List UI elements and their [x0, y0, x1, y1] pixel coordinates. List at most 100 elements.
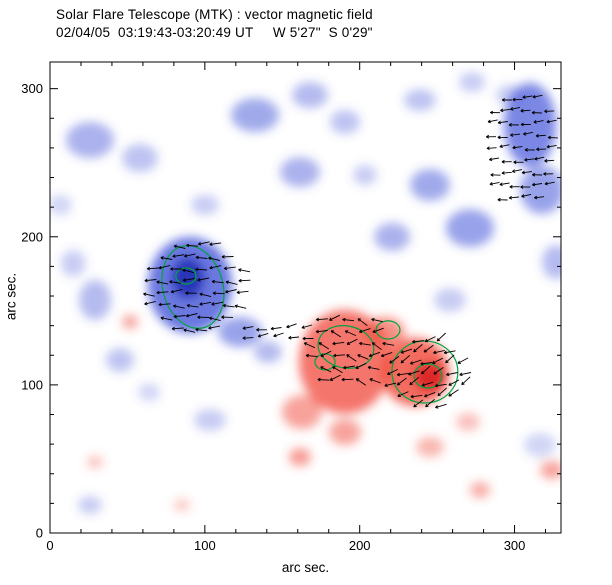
vector-arrow	[413, 344, 423, 353]
vector-arrow	[302, 336, 314, 341]
vector-arrow	[512, 169, 522, 173]
vector-arrow	[160, 256, 173, 260]
negative-polarity-blob	[279, 157, 320, 188]
vector-arrow	[521, 170, 532, 175]
vector-arrow	[343, 365, 355, 370]
vector-arrow	[544, 109, 555, 114]
vector-arrow	[305, 353, 318, 358]
vector-arrow	[423, 344, 434, 353]
vector-arrow	[270, 326, 282, 331]
vector-arrow	[355, 362, 367, 369]
vector-arrow	[389, 355, 400, 364]
vector-arrow	[433, 367, 444, 375]
vector-arrow	[197, 241, 210, 246]
vector-arrow	[359, 341, 371, 346]
vector-arrow	[182, 268, 195, 274]
negative-polarity-blob	[329, 109, 361, 134]
figure-subtitle: 02/04/05 03:19:43-03:20:49 UT W 5'27" S …	[56, 25, 373, 40]
y-tick-label: 300	[21, 81, 43, 96]
positive-polarity-blob	[173, 498, 190, 512]
vector-arrow	[486, 146, 497, 151]
negative-polarity-blob	[410, 168, 450, 201]
y-axis-label: arc sec.	[3, 272, 19, 321]
vector-arrow	[382, 341, 395, 346]
x-tick-label: 300	[504, 538, 526, 553]
vector-arrow	[211, 279, 224, 284]
vector-arrow	[332, 366, 343, 374]
vector-arrow	[489, 181, 500, 186]
negative-polarity-blob	[403, 89, 436, 112]
axes-layer	[49, 61, 562, 534]
x-tick-label: 0	[46, 538, 53, 553]
vector-arrow	[396, 377, 407, 386]
vector-arrow	[535, 134, 546, 138]
vector-arrow	[199, 301, 212, 306]
vector-arrow	[513, 160, 524, 165]
vector-arrow	[183, 328, 196, 333]
vector-arrow	[315, 317, 328, 322]
negative-polarity-blob	[504, 82, 557, 168]
vector-arrow	[547, 135, 558, 140]
vector-arrow	[448, 379, 460, 386]
vector-arrow	[257, 332, 269, 338]
negative-polarity-blob	[79, 280, 112, 321]
vector-arrow	[329, 314, 340, 321]
vector-arrow	[368, 351, 381, 358]
negative-polarity-blob	[445, 209, 494, 247]
figure-title: Solar Flare Telescope (MTK) : vector mag…	[56, 7, 373, 22]
vector-arrow	[420, 365, 431, 375]
vector-arrow	[445, 354, 455, 364]
positive-polarity-blob	[329, 418, 361, 446]
negative-polarity-blob	[78, 495, 102, 515]
vector-arrow	[421, 381, 434, 387]
negative-polarity-blob	[60, 250, 86, 277]
vector-arrow	[446, 372, 458, 377]
vector-arrow	[173, 314, 186, 319]
vector-arrow	[371, 342, 382, 351]
plot-area	[50, 71, 561, 515]
vector-arrow	[521, 193, 532, 198]
vector-arrow	[209, 265, 222, 270]
vector-arrow	[238, 268, 251, 273]
vector-arrow	[409, 376, 419, 386]
negative-polarity-blob	[254, 341, 282, 363]
x-axis-label: arc sec.	[281, 560, 330, 575]
positive-polarity-blob	[456, 412, 480, 431]
vector-arrow	[487, 119, 498, 124]
vector-arrow	[346, 338, 358, 345]
positive-polarity-blob	[122, 314, 139, 329]
vector-arrow	[330, 330, 342, 338]
vector-arrow	[485, 134, 497, 139]
vector-arrow	[497, 120, 508, 125]
vector-arrow	[536, 147, 547, 152]
negative-polarity-blob	[122, 143, 158, 173]
vector-arrow	[221, 255, 234, 259]
vector-arrow	[355, 378, 367, 386]
vector-arrow	[208, 325, 220, 330]
vector-arrow	[380, 351, 393, 358]
vector-arrow	[357, 354, 369, 360]
vector-arrow	[424, 336, 436, 343]
vector-arrow	[432, 357, 444, 364]
vector-arrow	[397, 391, 409, 398]
negative-polarity-blob	[194, 409, 226, 431]
vector-arrow	[234, 304, 247, 309]
vector-arrow	[409, 359, 422, 365]
positive-polarity-blob	[416, 436, 444, 458]
vector-arrow	[158, 264, 171, 270]
positive-polarity-blob	[364, 317, 405, 347]
vector-arrow	[318, 342, 330, 350]
vector-arrow	[286, 323, 297, 329]
vector-arrow	[510, 106, 521, 111]
negative-polarity-blob	[519, 165, 561, 214]
x-tick-label: 100	[194, 538, 216, 553]
vector-arrow	[520, 108, 531, 113]
vector-arrow	[170, 288, 183, 294]
vector-arrow	[520, 122, 531, 127]
plot-frame	[49, 61, 562, 534]
vector-arrow	[434, 383, 447, 388]
vector-arrow	[225, 289, 237, 294]
vector-arrow	[320, 366, 332, 373]
